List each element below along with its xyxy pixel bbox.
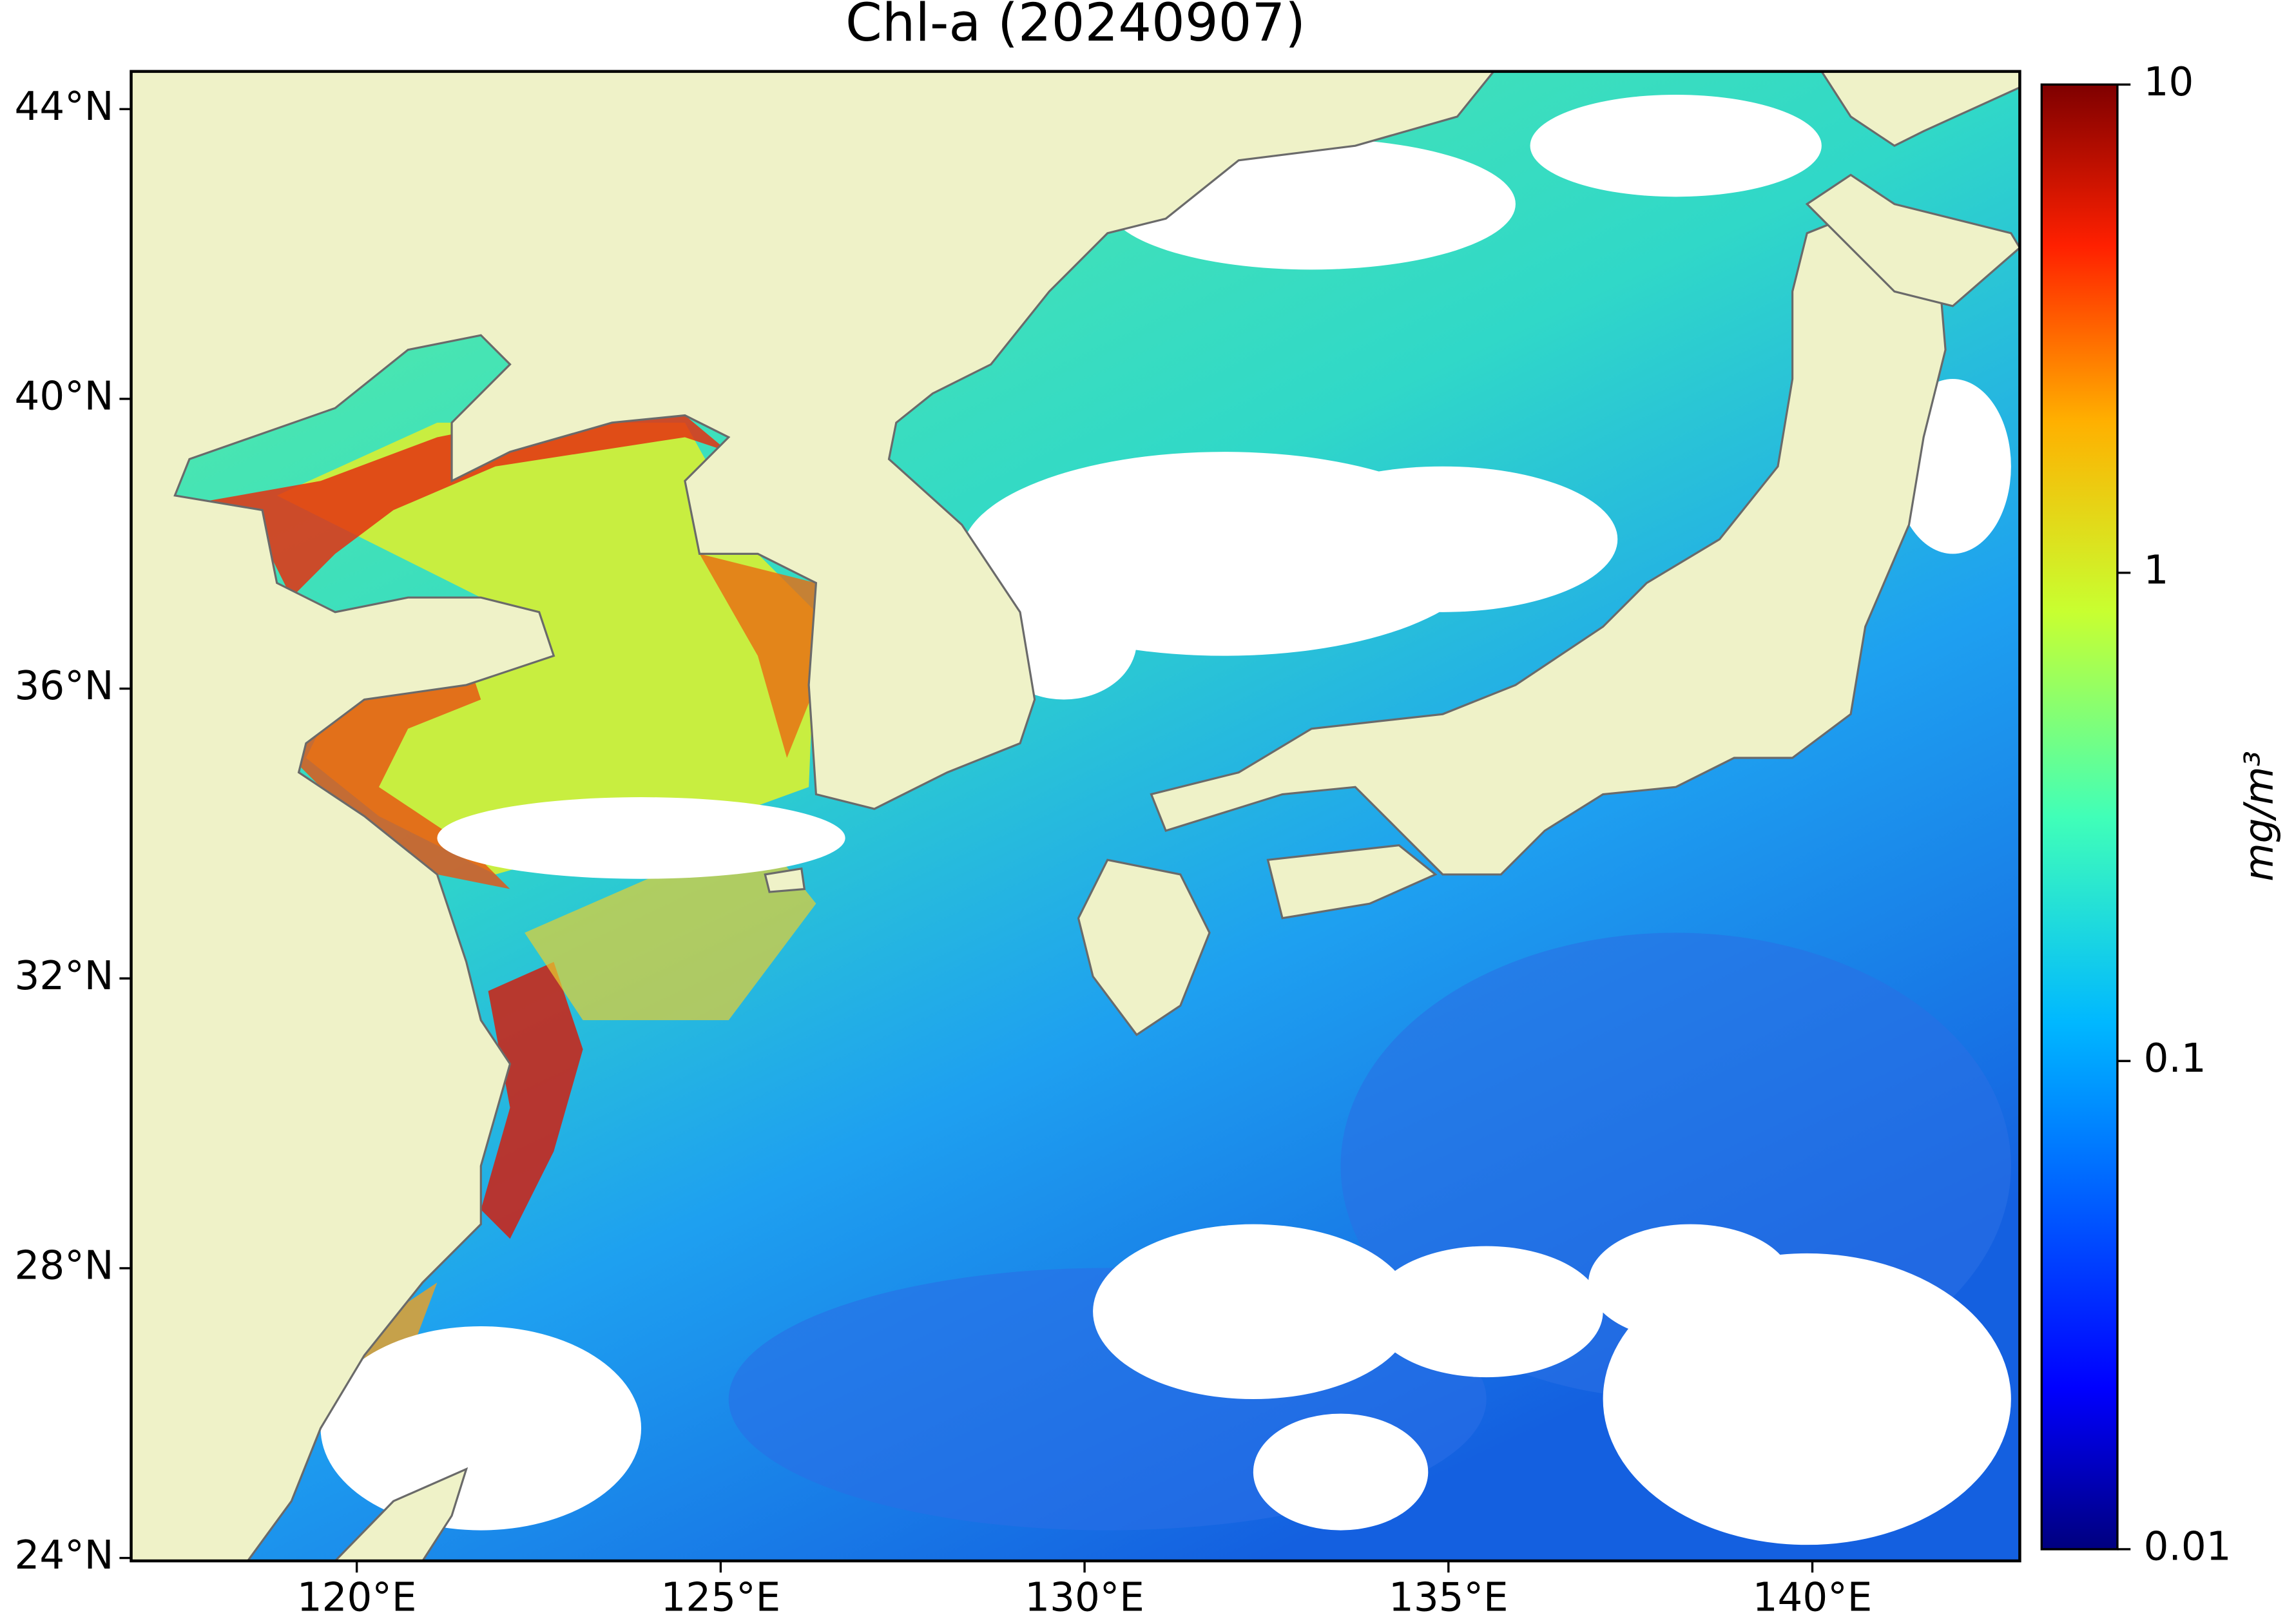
colorbar-tick-label: 1 (2144, 547, 2169, 593)
x-tick-label: 140°E (1753, 1575, 1873, 1621)
plot-frame (130, 70, 2021, 1563)
colorbar-tick-label: 10 (2144, 59, 2194, 105)
colorbar (2040, 83, 2119, 1551)
chart-title: Chl-a (20240907) (845, 0, 1306, 53)
y-tick-label: 40°N (15, 374, 114, 420)
map-image (131, 71, 2020, 1561)
x-tick-label: 130°E (1025, 1575, 1144, 1621)
y-tick-label: 32°N (15, 953, 114, 999)
colorbar-label: mg/m³ (2236, 751, 2282, 882)
x-tick-label: 135°E (1389, 1575, 1509, 1621)
x-tick-label: 125°E (661, 1575, 781, 1621)
y-tick-label: 24°N (15, 1532, 114, 1578)
x-tick-label: 120°E (297, 1575, 417, 1621)
y-tick-label: 28°N (15, 1243, 114, 1289)
y-tick-label: 36°N (15, 663, 114, 709)
y-tick-label: 44°N (15, 84, 114, 130)
colorbar-tick-label: 0.1 (2144, 1036, 2206, 1081)
colorbar-tick-label: 0.01 (2144, 1524, 2232, 1570)
